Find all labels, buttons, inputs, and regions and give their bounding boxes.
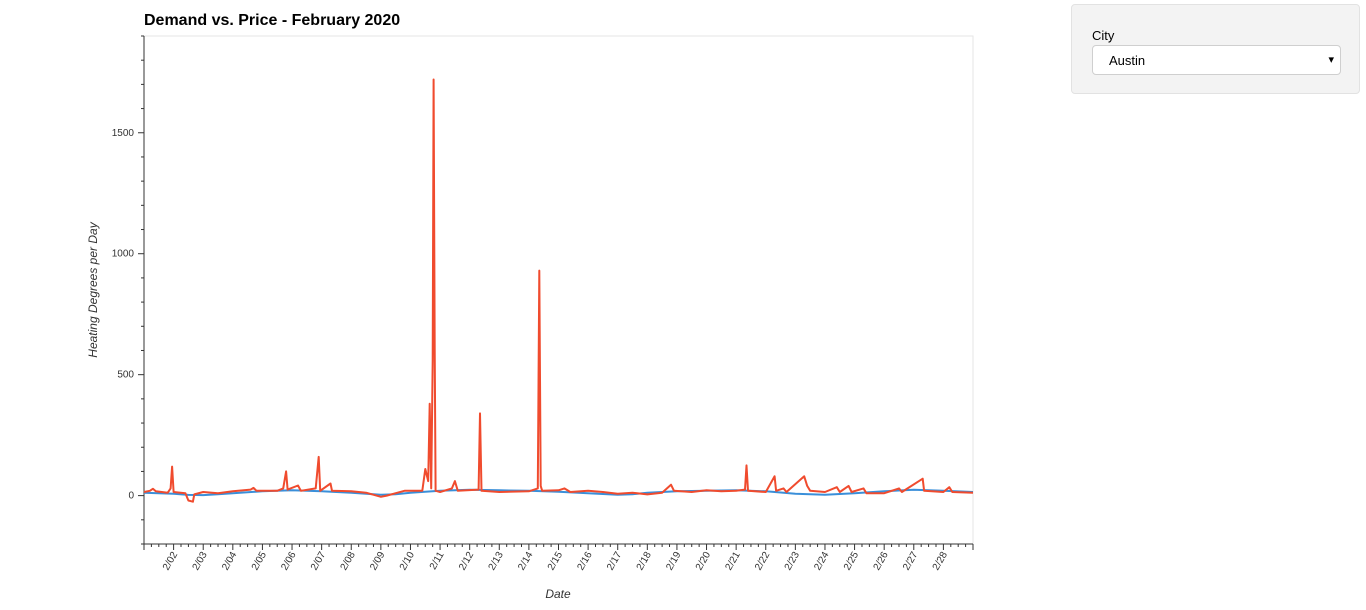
y-tick-label: 1500 — [112, 128, 135, 139]
x-tick-label: 2/10 — [398, 550, 417, 573]
city-select-value: Austin — [1109, 53, 1146, 68]
y-tick-label: 1000 — [112, 249, 135, 260]
x-tick-label: 2/11 — [428, 550, 447, 572]
y-tick-label: 500 — [117, 370, 134, 381]
x-tick-label: 2/06 — [279, 550, 298, 573]
x-tick-label: 2/26 — [872, 550, 891, 573]
x-tick-label: 2/20 — [694, 550, 713, 573]
series-line-red — [143, 78, 974, 503]
x-tick-label: 2/21 — [723, 550, 742, 573]
x-tick-label: 2/02 — [161, 550, 180, 573]
x-tick-label: 2/23 — [783, 550, 802, 573]
x-tick-label: 2/22 — [753, 550, 772, 573]
x-tick-label: 2/03 — [191, 550, 210, 573]
x-tick-label: 2/08 — [339, 550, 358, 573]
y-tick-label: 0 — [128, 491, 134, 502]
x-tick-label: 2/04 — [220, 550, 239, 573]
x-tick-label: 2/24 — [812, 550, 831, 573]
x-tick-label: 2/17 — [605, 550, 624, 573]
x-tick-label: 2/13 — [487, 550, 506, 573]
city-label: City — [1092, 28, 1115, 43]
series-layer — [143, 78, 974, 503]
chart-title: Demand vs. Price - February 2020 — [144, 12, 401, 29]
y-axis-label: Heating Degrees per Day — [86, 221, 100, 357]
x-tick-label: 2/27 — [901, 550, 920, 573]
city-select[interactable]: Austin ▾ — [1092, 45, 1341, 75]
x-tick-label: 2/09 — [368, 550, 387, 573]
y-axis: 0 500 1000 1500 — [112, 35, 145, 545]
x-tick-label: 2/16 — [575, 550, 594, 573]
x-tick-label: 2/19 — [664, 550, 683, 573]
x-tick-label: 2/18 — [635, 550, 654, 573]
x-tick-label: 2/05 — [250, 550, 269, 573]
x-axis: 2/02 2/03 2/04 2/05 2/06 2/07 2/08 2/09 2/10 2/11… — [143, 543, 974, 573]
controls-panel: City Austin ▾ — [1071, 4, 1360, 94]
x-tick-label: 2/28 — [931, 550, 950, 573]
x-tick-label: 2/12 — [457, 550, 476, 573]
x-tick-label: 2/07 — [309, 550, 328, 573]
x-tick-label: 2/25 — [842, 550, 861, 573]
x-tick-label: 2/14 — [516, 550, 535, 573]
chevron-down-icon: ▾ — [1328, 54, 1334, 66]
x-axis-label: Date — [545, 587, 571, 601]
plot-area-border — [143, 35, 974, 545]
x-tick-label: 2/15 — [546, 550, 565, 573]
